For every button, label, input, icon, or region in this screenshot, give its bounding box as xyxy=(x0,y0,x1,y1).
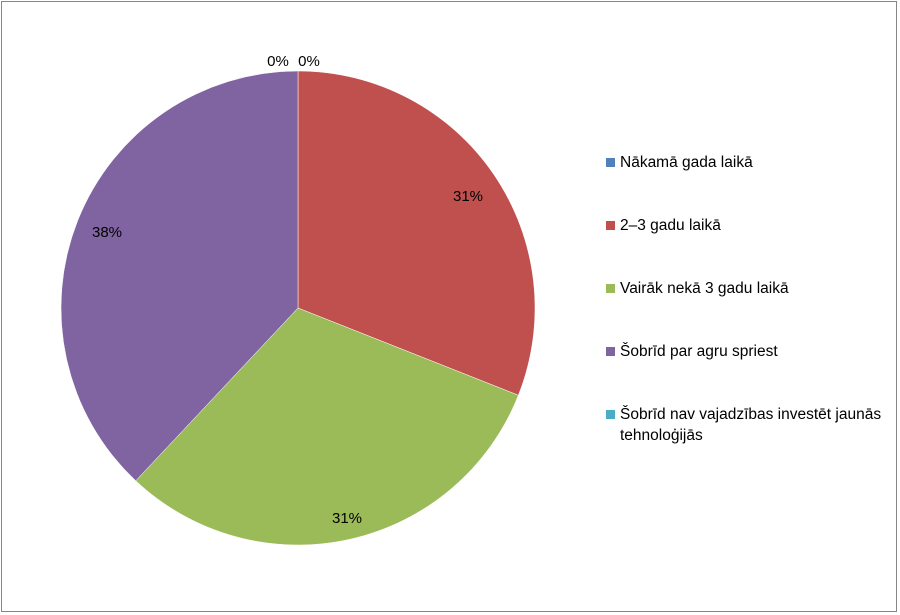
legend-swatch-sobrid-nav-vajadzibas xyxy=(606,410,615,419)
legend-label-nakama-gada-laika: Nākamā gada laikā xyxy=(620,154,753,171)
legend-swatch-2-3-gadu-laika xyxy=(606,221,615,230)
data-label-sobrid-nav-vajadzibas: 0% xyxy=(298,53,320,70)
legend-label-sobrid-par-agru-spriest: Šobrīd par agru spriest xyxy=(620,343,778,360)
data-label-nakama-gada-laika: 0% xyxy=(267,53,289,70)
legend-item-sobrid-nav-vajadzibas: Šobrīd nav vajadzības investēt jaunās te… xyxy=(606,404,886,467)
pie-slice-sobrid-par-agru-spriest xyxy=(60,70,299,482)
data-label-2-3-gadu-laika: 31% xyxy=(453,188,483,205)
legend-item-2-3-gadu-laika: 2–3 gadu laikā xyxy=(606,215,886,278)
legend-label-2-3-gadu-laika: 2–3 gadu laikā xyxy=(620,217,721,234)
chart-legend: Nākamā gada laikā 2–3 gadu laikā Vairāk ne… xyxy=(606,152,886,467)
legend-swatch-vairak-neka-3-gadu-laika xyxy=(606,284,615,293)
legend-item-vairak-neka-3-gadu-laika: Vairāk nekā 3 gadu laikā xyxy=(606,278,886,341)
legend-item-nakama-gada-laika: Nākamā gada laikā xyxy=(606,152,886,215)
legend-swatch-nakama-gada-laika xyxy=(606,158,615,167)
pie-slices xyxy=(60,70,536,546)
legend-item-sobrid-par-agru-spriest: Šobrīd par agru spriest xyxy=(606,341,886,404)
legend-label-sobrid-nav-vajadzibas: Šobrīd nav vajadzības investēt jaunās te… xyxy=(620,406,882,444)
pie-slice-2-3-gadu-laika xyxy=(297,70,536,396)
data-label-sobrid-par-agru-spriest: 38% xyxy=(92,224,122,241)
data-label-vairak-neka-3-gadu-laika: 31% xyxy=(332,510,362,527)
legend-label-vairak-neka-3-gadu-laika: Vairāk nekā 3 gadu laikā xyxy=(620,280,789,297)
pie-slice-vairak-neka-3-gadu-laika xyxy=(135,307,519,546)
legend-swatch-sobrid-par-agru-spriest xyxy=(606,347,615,356)
pie-data-labels: 0% 31% 31% 38% 0% xyxy=(92,53,483,527)
